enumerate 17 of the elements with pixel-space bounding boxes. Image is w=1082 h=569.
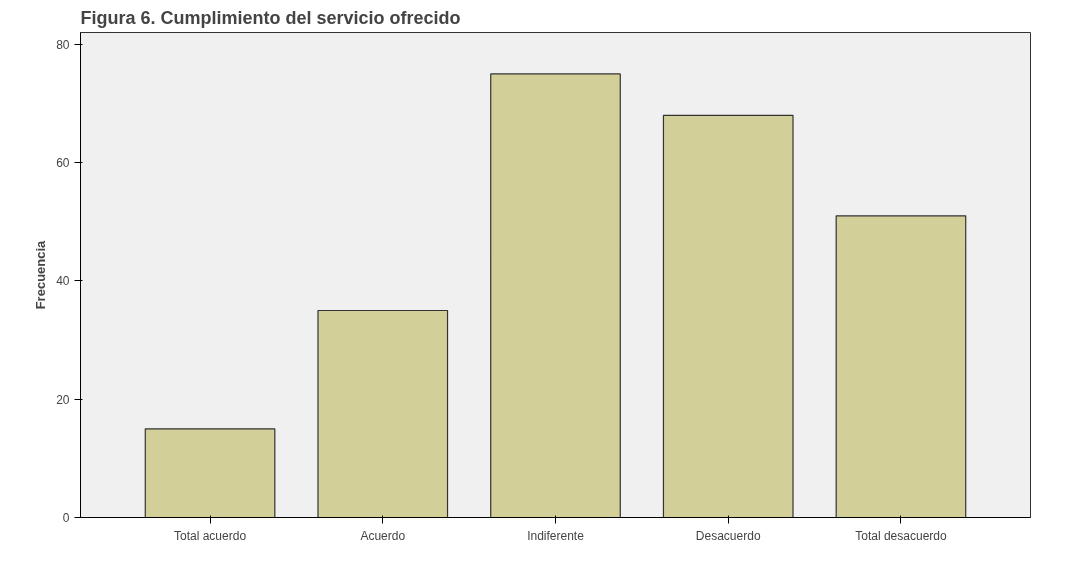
y-tick-label: 40 bbox=[56, 274, 70, 289]
bar bbox=[317, 309, 449, 518]
bar bbox=[835, 215, 967, 518]
y-tick-label: 0 bbox=[62, 511, 70, 525]
bar bbox=[144, 428, 276, 518]
y-tick-label: 60 bbox=[56, 156, 70, 171]
y-tick-label: 80 bbox=[56, 37, 70, 52]
chart-title: Figura 6. Cumplimiento del servicio ofrecido bbox=[80, 7, 461, 28]
x-tick-label: Indiferente bbox=[527, 528, 585, 543]
x-tick-label: Total acuerdo bbox=[174, 528, 247, 543]
bar bbox=[490, 73, 621, 518]
x-tick-label: Acuerdo bbox=[360, 528, 406, 543]
bar bbox=[662, 114, 794, 518]
x-tick-label: Total desacuerdo bbox=[855, 528, 947, 543]
x-tick-label: Desacuerdo bbox=[695, 528, 761, 543]
y-tick-label: 20 bbox=[56, 392, 70, 407]
y-axis-title: Frecuencia bbox=[33, 239, 49, 310]
